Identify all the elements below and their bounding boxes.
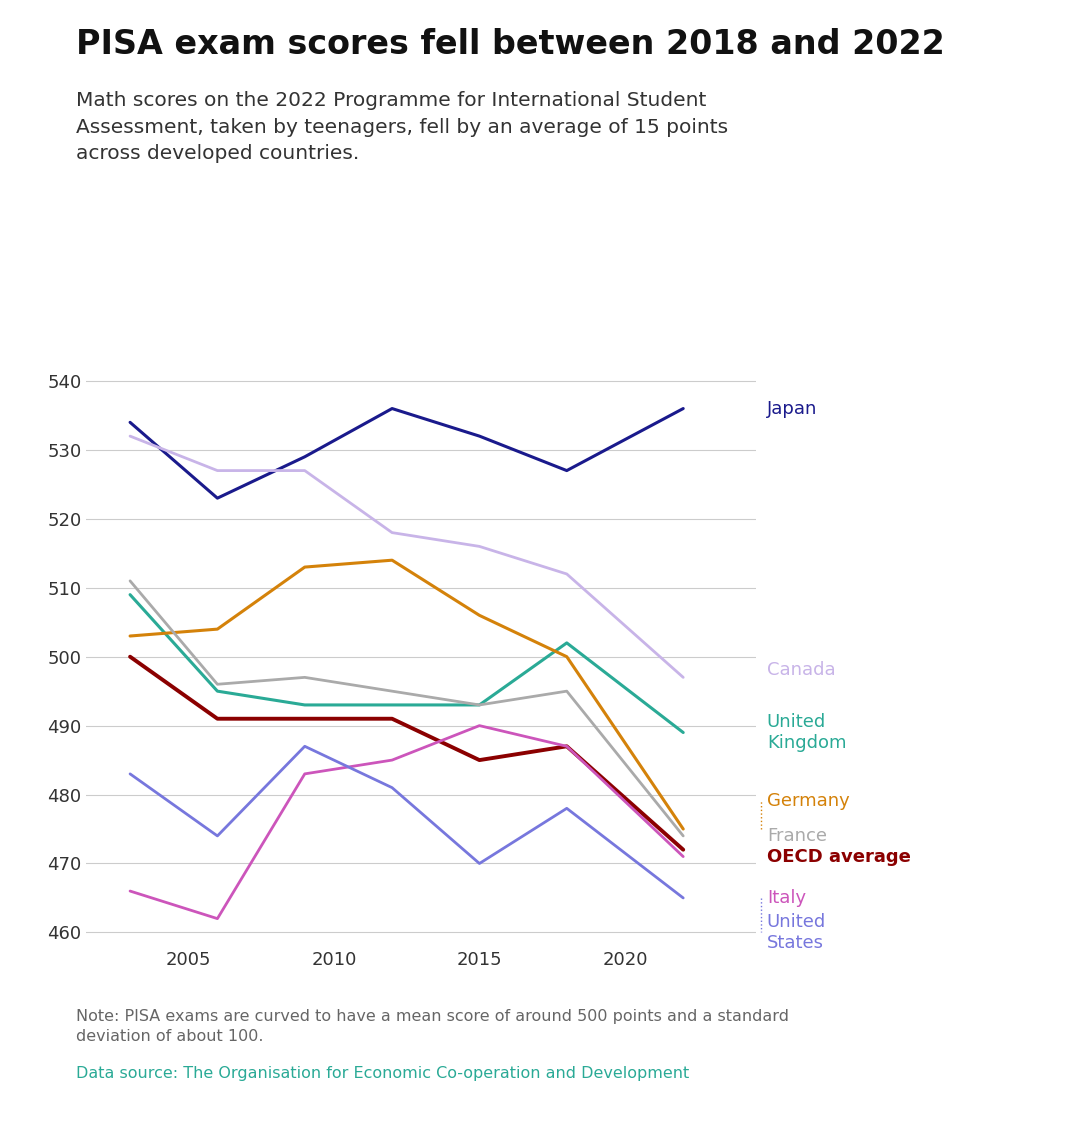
Text: PISA exam scores fell between 2018 and 2022: PISA exam scores fell between 2018 and 2… xyxy=(76,28,944,62)
Text: Canada: Canada xyxy=(767,661,836,679)
Text: OECD average: OECD average xyxy=(767,848,910,865)
Text: France: France xyxy=(767,826,827,845)
Text: United
States: United States xyxy=(767,913,826,952)
Text: United
Kingdom: United Kingdom xyxy=(767,714,847,752)
Text: Note: PISA exams are curved to have a mean score of around 500 points and a stan: Note: PISA exams are curved to have a me… xyxy=(76,1009,788,1044)
Text: Japan: Japan xyxy=(767,399,818,417)
Text: Germany: Germany xyxy=(767,792,850,811)
Text: Italy: Italy xyxy=(767,889,806,907)
Text: Math scores on the 2022 Programme for International Student
Assessment, taken by: Math scores on the 2022 Programme for In… xyxy=(76,91,728,163)
Text: Data source: The Organisation for Economic Co-operation and Development: Data source: The Organisation for Econom… xyxy=(76,1066,689,1081)
